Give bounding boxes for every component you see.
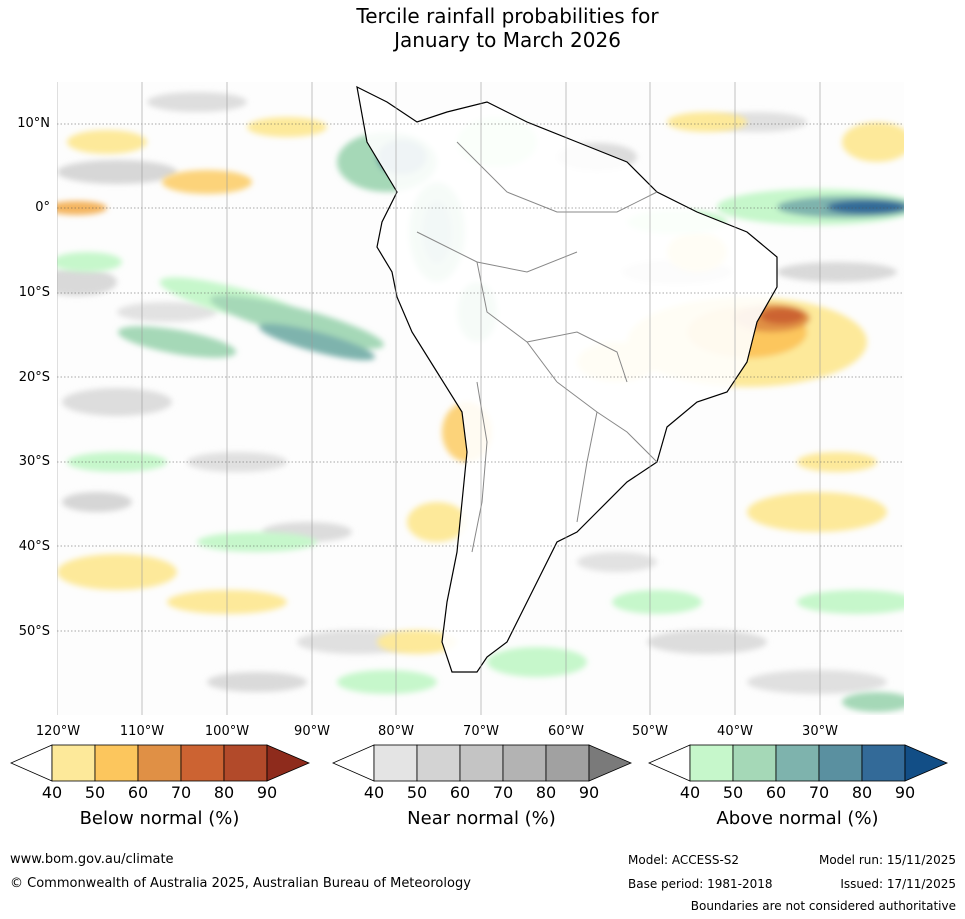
colorbar-tick: 60 [449, 783, 471, 802]
lon-label: 60°W [548, 724, 584, 739]
colorbar-above-low-extend [648, 744, 691, 782]
colorbar-tick: 50 [406, 783, 428, 802]
footer-copyright: © Commonwealth of Australia 2025, Austra… [10, 876, 471, 891]
colorbar-title: Below normal (%) [79, 808, 240, 829]
colorbar-near-segment [545, 744, 590, 782]
colorbar-near-segment [373, 744, 418, 782]
colorbar-tick: 90 [894, 783, 916, 802]
colorbar-below-segment [180, 744, 225, 782]
footer-base-period: Base period: 1981-2018 [628, 877, 773, 891]
colorbar-below [10, 744, 311, 786]
colorbar-above [648, 744, 949, 786]
colorbar-tick: 60 [127, 783, 149, 802]
colorbar-tick: 70 [492, 783, 514, 802]
lat-label: 10°S [18, 285, 50, 300]
colorbar-tick: 90 [578, 783, 600, 802]
colorbar-near-segment [416, 744, 461, 782]
colorbar-tick: 40 [363, 783, 385, 802]
south-america-landmass [357, 87, 777, 672]
colorbar-tick: 80 [851, 783, 873, 802]
lon-label: 100°W [204, 724, 250, 739]
lat-label: 10°N [17, 116, 50, 131]
footer-url[interactable]: www.bom.gov.au/climate [10, 852, 174, 867]
colorbar-tick: 40 [41, 783, 63, 802]
title-line-2: January to March 2026 [394, 28, 621, 52]
colorbar-tick: 80 [535, 783, 557, 802]
colorbar-below-high-extend [266, 744, 311, 782]
colorbar-above-segment [732, 744, 777, 782]
colorbar-near-high-extend [588, 744, 633, 782]
colorbar-below-low-extend [10, 744, 53, 782]
lat-label: 20°S [18, 370, 50, 385]
colorbar-tick: 40 [679, 783, 701, 802]
colorbar-tick: 50 [722, 783, 744, 802]
footer-disclaimer: Boundaries are not considered authoritat… [690, 899, 956, 913]
lon-label: 30°W [802, 724, 838, 739]
colorbar-tick: 80 [213, 783, 235, 802]
lat-label: 40°S [18, 539, 50, 554]
colorbar-below-segment [137, 744, 182, 782]
footer-issued: Issued: 17/11/2025 [840, 877, 956, 891]
lon-label: 70°W [463, 724, 499, 739]
colorbar-tick: 70 [170, 783, 192, 802]
colorbar-title: Above normal (%) [716, 808, 879, 829]
meridians [56, 82, 821, 715]
lat-label: 50°S [18, 624, 50, 639]
colorbar-title: Near normal (%) [407, 808, 556, 829]
footer-model-run: Model run: 15/11/2025 [818, 853, 956, 867]
lon-label: 120°W [35, 724, 81, 739]
lon-label: 80°W [378, 724, 414, 739]
colorbar-tick: 70 [808, 783, 830, 802]
colorbar-near-low-extend [332, 744, 375, 782]
lon-label: 50°W [632, 724, 668, 739]
coastline [356, 85, 778, 673]
colorbar-tick: 60 [765, 783, 787, 802]
map-panel[interactable] [37, 82, 917, 715]
colorbar-near [332, 744, 633, 786]
lon-label: 90°W [294, 724, 330, 739]
lat-label: 0° [35, 200, 50, 215]
colorbar-above-segment [818, 744, 863, 782]
country-boundaries [416, 141, 658, 553]
colorbar-below-segment [51, 744, 96, 782]
lon-label: 110°W [119, 724, 165, 739]
probability-map [37, 82, 917, 715]
colorbar-above-segment [689, 744, 734, 782]
lat-label: 30°S [18, 454, 50, 469]
colorbar-below-segment [94, 744, 139, 782]
colorbar-below-segment [223, 744, 268, 782]
colorbar-above-segment [775, 744, 820, 782]
map-title: Tercile rainfall probabilities for Janua… [0, 4, 965, 52]
colorbar-above-high-extend [904, 744, 949, 782]
lon-label: 40°W [717, 724, 753, 739]
graticule [57, 123, 904, 632]
footer-model: Model: ACCESS-S2 [628, 853, 740, 867]
colorbar-tick: 90 [256, 783, 278, 802]
title-line-1: Tercile rainfall probabilities for [356, 4, 659, 28]
colorbar-above-segment [861, 744, 906, 782]
colorbar-near-segment [502, 744, 547, 782]
colorbar-near-segment [459, 744, 504, 782]
colorbar-tick: 50 [84, 783, 106, 802]
